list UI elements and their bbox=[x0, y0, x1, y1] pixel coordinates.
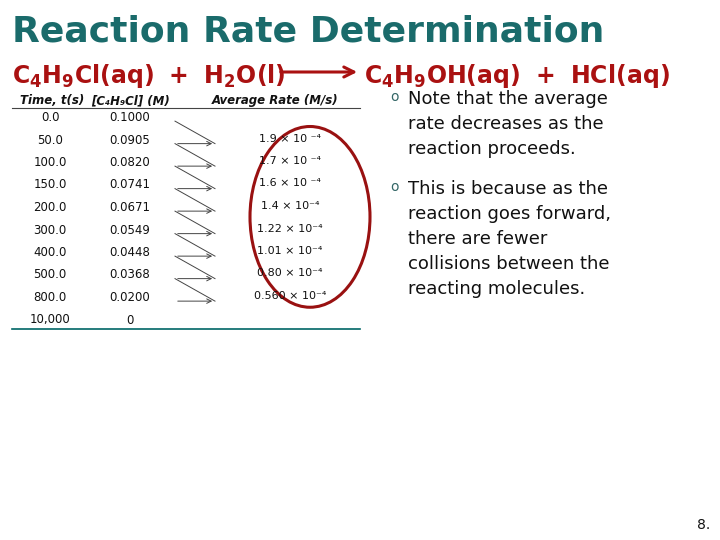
Text: 0.0549: 0.0549 bbox=[109, 224, 150, 237]
Text: $\mathbf{C_4H_9Cl}$$\mathbf{(}$$\mathit{\mathbf{aq}}$$\mathbf{)}$  $\mathbf{+}$ : $\mathbf{C_4H_9Cl}$$\mathbf{(}$$\mathit{… bbox=[12, 62, 286, 90]
Text: $\mathbf{C_4H_9OH(}$$\mathit{\mathbf{aq}}$$\mathbf{)}$  $\mathbf{+}$  $\mathbf{H: $\mathbf{C_4H_9OH(}$$\mathit{\mathbf{aq}… bbox=[364, 62, 670, 90]
Text: o: o bbox=[390, 90, 398, 104]
Text: Time, t(s): Time, t(s) bbox=[20, 94, 84, 107]
Text: 0: 0 bbox=[126, 314, 134, 327]
Text: 0.80 × 10⁻⁴: 0.80 × 10⁻⁴ bbox=[257, 268, 323, 279]
Text: 0.0905: 0.0905 bbox=[109, 133, 150, 146]
Text: 1.01 × 10⁻⁴: 1.01 × 10⁻⁴ bbox=[257, 246, 323, 256]
Text: 1.6 × 10 ⁻⁴: 1.6 × 10 ⁻⁴ bbox=[259, 179, 321, 188]
Text: 0.0200: 0.0200 bbox=[109, 291, 150, 304]
Text: Average Rate (M/s): Average Rate (M/s) bbox=[212, 94, 338, 107]
Text: 1.9 × 10 ⁻⁴: 1.9 × 10 ⁻⁴ bbox=[259, 133, 321, 144]
Text: 8.: 8. bbox=[697, 518, 710, 532]
Text: This is because as the
reaction goes forward,
there are fewer
collisions between: This is because as the reaction goes for… bbox=[408, 180, 611, 298]
Text: 0.0741: 0.0741 bbox=[109, 179, 150, 192]
Text: 0.0671: 0.0671 bbox=[109, 201, 150, 214]
Text: Reaction Rate Determination: Reaction Rate Determination bbox=[12, 14, 604, 48]
Text: 800.0: 800.0 bbox=[33, 291, 67, 304]
Text: 0.0820: 0.0820 bbox=[109, 156, 150, 169]
Text: 200.0: 200.0 bbox=[33, 201, 67, 214]
Text: 100.0: 100.0 bbox=[33, 156, 67, 169]
Text: 1.7 × 10 ⁻⁴: 1.7 × 10 ⁻⁴ bbox=[259, 156, 321, 166]
Text: 0.0368: 0.0368 bbox=[109, 268, 150, 281]
Text: 50.0: 50.0 bbox=[37, 133, 63, 146]
Text: 150.0: 150.0 bbox=[33, 179, 67, 192]
Text: 0.560 × 10⁻⁴: 0.560 × 10⁻⁴ bbox=[254, 291, 326, 301]
Text: 500.0: 500.0 bbox=[33, 268, 67, 281]
Text: o: o bbox=[390, 180, 398, 194]
Text: [C₄H₉Cl] (M): [C₄H₉Cl] (M) bbox=[91, 94, 169, 107]
Text: 10,000: 10,000 bbox=[30, 314, 71, 327]
Text: Note that the average
rate decreases as the
reaction proceeds.: Note that the average rate decreases as … bbox=[408, 90, 608, 158]
Text: 0.1000: 0.1000 bbox=[109, 111, 150, 124]
Text: 400.0: 400.0 bbox=[33, 246, 67, 259]
Text: 300.0: 300.0 bbox=[33, 224, 67, 237]
Text: 1.4 × 10⁻⁴: 1.4 × 10⁻⁴ bbox=[261, 201, 319, 211]
Text: 1.22 × 10⁻⁴: 1.22 × 10⁻⁴ bbox=[257, 224, 323, 233]
Text: 0.0448: 0.0448 bbox=[109, 246, 150, 259]
Text: 0.0: 0.0 bbox=[41, 111, 59, 124]
